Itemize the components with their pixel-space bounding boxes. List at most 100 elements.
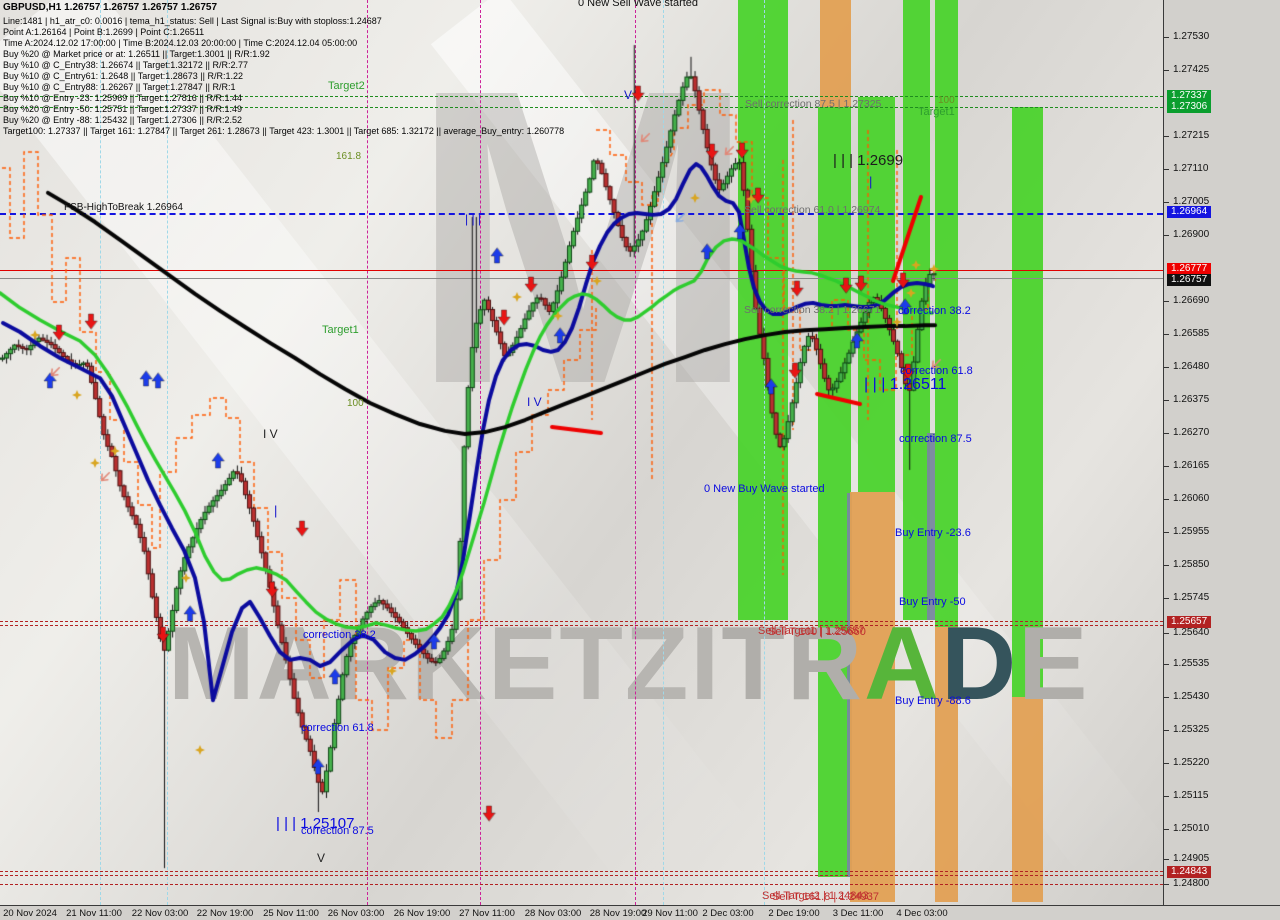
price-tick-mark	[1164, 433, 1169, 434]
price-tick-mark	[1164, 169, 1169, 170]
price-tick-label: 1.27425	[1173, 64, 1210, 75]
price-tick-mark	[1164, 532, 1169, 533]
price-tick-label: 1.27530	[1173, 31, 1210, 42]
price-tick-label: 1.27110	[1173, 163, 1209, 174]
price-badge: 1.25657	[1167, 616, 1212, 628]
info-line: Buy %10 @ C_Entry61: 1.2648 || Target:1.…	[3, 71, 243, 82]
chart-annotation: 0 New Buy Wave started	[704, 483, 825, 495]
chart-annotation: | | |	[465, 212, 482, 226]
price-tick-label: 1.26270	[1173, 427, 1210, 438]
price-tick-mark	[1164, 598, 1169, 599]
price-tick-label: 1.26900	[1173, 229, 1210, 240]
price-tick-mark	[1164, 664, 1169, 665]
info-line: Point A:1.26164 | Point B:1.2699 | Point…	[3, 27, 205, 38]
chart-annotation: Buy Entry -88.6	[895, 695, 971, 707]
price-tick-mark	[1164, 499, 1169, 500]
price-tick-mark	[1164, 565, 1169, 566]
info-line: Buy %10 @ C_Entry38: 1.26674 || Target:1…	[3, 60, 248, 71]
price-tick-label: 1.25220	[1173, 757, 1210, 768]
price-tick-mark	[1164, 884, 1169, 885]
time-tick-label: 2 Dec 03:00	[702, 908, 754, 919]
price-tick-mark	[1164, 829, 1169, 830]
chart-annotation: correction 38.2	[303, 629, 376, 641]
time-axis[interactable]: 20 Nov 2024 21 Nov 11:00 22 Nov 03:00 22 No…	[0, 905, 1280, 920]
time-tick-label: 22 Nov 19:00	[196, 908, 254, 919]
info-line: Buy %10 @ Entry -23: 1.25969 || Target:1…	[3, 92, 242, 103]
time-tick-label: 26 Nov 19:00	[393, 908, 451, 919]
price-tick-label: 1.26585	[1173, 328, 1210, 339]
info-line: Buy %10 @ C_Entry88: 1.26267 || Target:1…	[3, 82, 236, 92]
price-tick-mark	[1164, 400, 1169, 401]
chart-annotation: Sell T 100 | 1.25660	[768, 626, 866, 638]
candles-and-indicators-canvas[interactable]	[0, 0, 1163, 905]
time-tick-label: 22 Nov 03:00	[131, 908, 189, 919]
chart-annotation: 100	[347, 398, 364, 409]
chart-annotation: Sell Target2 | 1.24843	[762, 890, 869, 902]
info-line: Time A:2024.12.02 17:00:00 | Time B:2024…	[3, 38, 358, 49]
price-tick-label: 1.24800	[1173, 878, 1210, 889]
chart-annotation: |	[869, 174, 873, 189]
expert-info-panel: GBPUSD,H1 1.26757 1.26757 1.26757 1.2675…	[3, 2, 564, 143]
chart-annotation: Sell correction 87.5 | 1.27325	[745, 98, 882, 110]
chart-annotation: Sell Target1 | 1.25657	[758, 625, 865, 637]
chart-annotation: Buy Entry -50	[899, 596, 966, 608]
price-tick-label: 1.26480	[1173, 361, 1210, 372]
price-tick-mark	[1164, 235, 1169, 236]
chart-annotation: Target2	[328, 80, 365, 92]
time-tick-label: 3 Dec 11:00	[832, 908, 884, 919]
price-axis[interactable]: 1.27530 1.27425 1.27215 1.27110 1.27005 1.269…	[1163, 0, 1280, 905]
time-tick-label: 2 Dec 19:00	[768, 908, 820, 919]
price-tick-label: 1.26165	[1173, 460, 1210, 471]
price-badge: 1.24843	[1167, 866, 1212, 878]
price-tick-label: 1.25430	[1173, 691, 1210, 702]
time-tick-label: 20 Nov 2024	[3, 908, 57, 919]
chart-annotation: Buy Entry -23.6	[895, 527, 971, 539]
time-tick-label: 28 Nov 03:00	[524, 908, 582, 919]
chart-annotation: Sell correction 38.2 | 1.26671	[744, 304, 881, 316]
time-tick-label: 21 Nov 11:00	[66, 908, 122, 919]
time-tick-label: 4 Dec 03:00	[896, 908, 948, 919]
price-tick-mark	[1164, 730, 1169, 731]
price-tick-label: 1.25850	[1173, 559, 1210, 570]
price-tick-label: 1.24905	[1173, 853, 1210, 864]
chart-annotation: Sell T 161.8 | 1.24937	[772, 891, 880, 903]
time-tick-label: 28 Nov 19:00	[589, 908, 647, 919]
price-badge: 1.26964	[1167, 206, 1212, 218]
symbol-ohlc-title: GBPUSD,H1 1.26757 1.26757 1.26757 1.2675…	[3, 2, 218, 13]
chart-annotation: |	[274, 503, 278, 518]
chart-annotation: correction 61.8	[900, 365, 973, 377]
expert-info-lines: Line:1481 | h1_atr_c0: 0.0016 | tema_h1_…	[3, 16, 564, 137]
price-tick-label: 1.25535	[1173, 658, 1210, 669]
chart-annotation: V	[624, 88, 633, 102]
chart-annotation: Target1	[322, 324, 359, 336]
info-line: Buy %20 @ Entry -50: 1.25751 || Target:1…	[3, 103, 242, 114]
chart-annotation: I V	[527, 395, 542, 409]
chart-annotation: V	[317, 851, 326, 865]
price-tick-label: 1.27005	[1173, 196, 1210, 207]
chart-annotation: 100	[938, 95, 955, 106]
chart-annotation: 161.8	[336, 151, 362, 162]
price-badge: 1.27337	[1167, 90, 1212, 102]
price-tick-mark	[1164, 859, 1169, 860]
chart-annotation: | | | 1.26511	[864, 376, 947, 393]
price-tick-mark	[1164, 466, 1169, 467]
price-tick-label: 1.25745	[1173, 592, 1210, 603]
chart-annotation: FSB-HighToBreak 1.26964	[64, 202, 183, 213]
price-tick-label: 1.25640	[1173, 627, 1210, 638]
info-line: Buy %20 @ Market price or at: 1.26511 ||…	[3, 49, 270, 60]
time-tick-label: 26 Nov 03:00	[327, 908, 385, 919]
price-tick-label: 1.25955	[1173, 526, 1210, 537]
chart-annotation: Target1	[918, 106, 955, 118]
time-tick-label: 29 Nov 11:00	[642, 908, 698, 919]
price-tick-mark	[1164, 796, 1169, 797]
price-badge: 1.27306	[1167, 101, 1212, 113]
chart-annotation: | | | 1.25107	[276, 815, 355, 832]
price-badge: 1.26757	[1167, 274, 1212, 286]
chart-annotation: correction 87.5	[301, 825, 374, 837]
info-line: Target100: 1.27337 || Target 161: 1.2784…	[3, 125, 565, 136]
chart-annotation: correction 61.8	[301, 722, 374, 734]
info-line: Buy %20 @ Entry -88: 1.25432 || Target:1…	[3, 114, 242, 125]
chart-annotation: 0 New Sell Wave started	[578, 0, 699, 9]
chart-plot-area[interactable]: M MARKETZITRADE 0 New Sell Wave startedT…	[0, 0, 1163, 905]
price-tick-mark	[1164, 763, 1169, 764]
